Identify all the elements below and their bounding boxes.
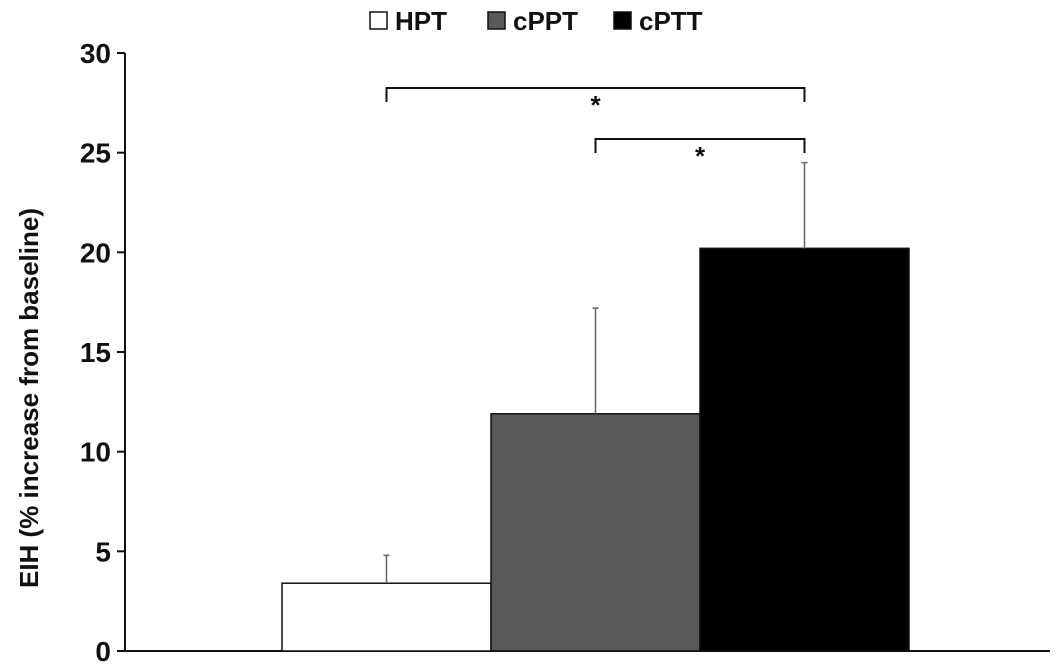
axes: 0 5 10 15 20 25 30 — [80, 38, 1050, 664]
bars — [281, 247, 910, 652]
legend: HPT cPPT cPTT — [369, 6, 703, 36]
y-tick-label-20: 20 — [80, 237, 111, 268]
y-tick-label-15: 15 — [80, 337, 111, 368]
legend-label-cptt: cPTT — [639, 6, 703, 36]
legend-label-cppt: cPPT — [513, 6, 578, 36]
significance-brackets: ** — [385, 87, 806, 171]
error-bars — [383, 161, 808, 584]
y-tick-label-5: 5 — [95, 536, 111, 567]
bar-cppt — [490, 413, 701, 652]
bar-hpt — [281, 582, 492, 652]
y-tick-label-30: 30 — [80, 38, 111, 69]
y-tick-label-25: 25 — [80, 138, 111, 169]
legend-label-hpt: HPT — [395, 6, 447, 36]
significance-bracket-1 — [385, 87, 806, 102]
significance-bracket-2 — [594, 138, 806, 153]
bar-cptt — [699, 247, 910, 652]
y-axis-label: EIH (% increase from baseline) — [14, 208, 44, 588]
legend-swatch-hpt — [369, 11, 388, 30]
significance-star-1: * — [590, 90, 601, 120]
significance-star-2: * — [695, 141, 706, 171]
legend-swatch-cptt — [613, 11, 632, 30]
y-tick-label-0: 0 — [95, 636, 111, 664]
legend-swatch-cppt — [487, 11, 506, 30]
y-tick-label-10: 10 — [80, 437, 111, 468]
